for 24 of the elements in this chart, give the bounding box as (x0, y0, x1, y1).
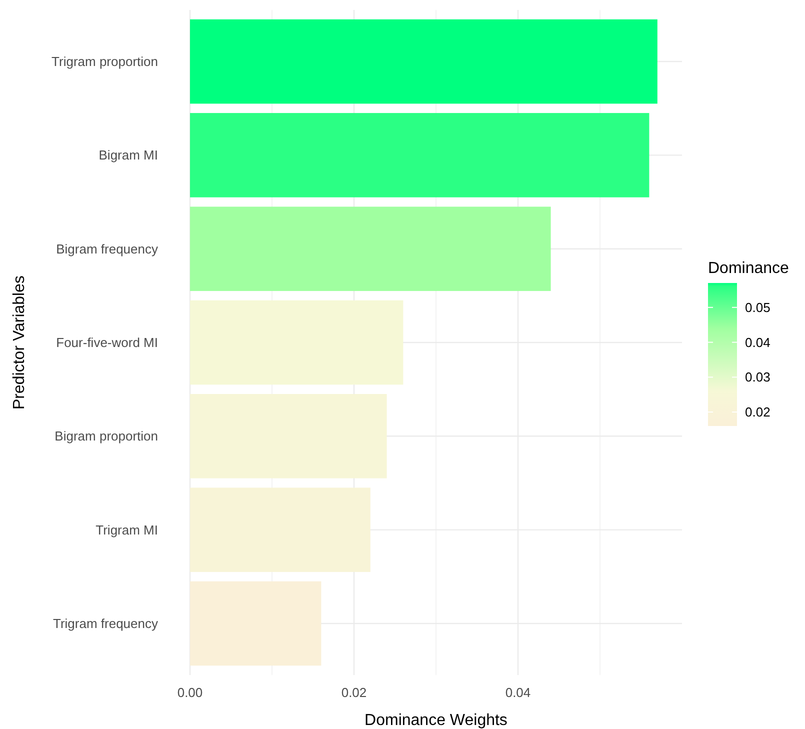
x-axis-title: Dominance Weights (364, 712, 508, 729)
y-axis-title: Predictor Variables (11, 276, 28, 410)
bar (190, 206, 551, 291)
x-tick-label: 0.04 (505, 685, 531, 700)
y-tick-label: Four-five-word MI (56, 335, 158, 350)
bar (190, 300, 404, 385)
x-tick-label: 0.00 (177, 685, 203, 700)
bar (190, 19, 658, 104)
color-bar-label: 0.03 (745, 370, 770, 385)
color-bar-title: Dominance (708, 260, 790, 277)
bar (190, 394, 387, 478)
bar (190, 113, 650, 198)
bar (190, 581, 322, 666)
y-tick-label: Trigram MI (96, 522, 158, 538)
color-bar-label: 0.05 (745, 300, 770, 315)
color-bar-label: 0.04 (745, 334, 770, 350)
y-tick-label: Bigram frequency (56, 241, 158, 256)
y-tick-label: Trigram proportion (52, 54, 158, 70)
x-tick-label: 0.02 (341, 685, 367, 700)
y-tick-label: Bigram MI (98, 148, 158, 163)
y-tick-label: Bigram proportion (54, 428, 158, 444)
color-bar-label: 0.02 (745, 404, 770, 420)
bar (190, 488, 370, 572)
y-tick-label: Trigram frequency (53, 616, 158, 632)
